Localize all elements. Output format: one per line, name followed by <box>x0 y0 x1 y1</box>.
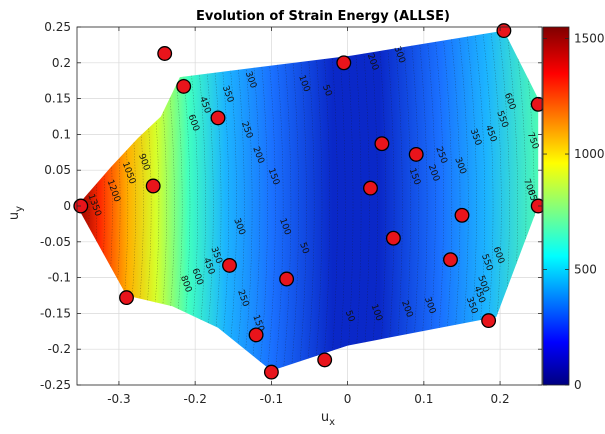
sample-points <box>73 23 546 380</box>
y-tick-label: 0.1 <box>52 127 71 141</box>
y-tick-label: -0.25 <box>40 378 71 392</box>
sample-point <box>210 110 226 126</box>
sample-point <box>145 178 161 194</box>
contour-isoline <box>313 30 323 371</box>
sample-point <box>363 180 378 196</box>
y-axis-label-subscript: y <box>14 206 25 212</box>
contour-isoline <box>345 30 354 371</box>
contour-isoline <box>305 30 315 371</box>
sample-point <box>454 207 470 223</box>
x-tick-label: -0.2 <box>183 392 206 406</box>
y-tick-label: -0.1 <box>48 271 71 285</box>
sample-point <box>157 46 173 61</box>
sample-point <box>443 252 458 268</box>
sample-point <box>408 146 424 162</box>
contour-isoline <box>337 30 346 371</box>
contour-label: 50 <box>320 84 333 98</box>
colorbar-tick-label: 0 <box>574 378 582 392</box>
x-axis-label: ux <box>321 410 335 428</box>
colorbar-tick-label: 500 <box>574 263 597 277</box>
y-tick-label: -0.2 <box>48 342 71 356</box>
colorbar-ticks: 0 500 1000 1500 <box>543 32 605 392</box>
contour-isoline <box>329 30 338 371</box>
sample-point <box>481 313 497 329</box>
y-tick-label: 0 <box>63 199 71 213</box>
x-tick-label: 0 <box>344 392 352 406</box>
sample-point <box>176 78 192 94</box>
y-tick-label: 0.15 <box>44 92 71 106</box>
sample-point <box>496 23 512 39</box>
y-tick-label: 0.05 <box>44 163 71 177</box>
y-axis-label: uy <box>7 206 25 220</box>
x-tick-label: -0.3 <box>107 392 130 406</box>
sample-point <box>374 136 390 152</box>
contour-field <box>77 30 539 371</box>
sample-point <box>119 290 134 306</box>
y-ticks: 0.25 0.2 0.15 0.1 0.05 0 -0.05 -0.1 -0.15 -0.2 -0.… <box>40 20 542 392</box>
contour-isoline <box>321 30 330 371</box>
x-tick-label: -0.1 <box>260 392 283 406</box>
sample-point <box>279 271 295 287</box>
sample-point <box>336 55 352 71</box>
y-tick-label: -0.15 <box>40 306 71 320</box>
contour-isoline <box>289 30 299 371</box>
chart-title: Evolution of Strain Energy (ALLSE) <box>196 9 450 24</box>
y-tick-label: 0.2 <box>52 56 71 70</box>
contour-isoline <box>297 30 307 371</box>
contour-label: 50 <box>343 309 356 323</box>
x-ticks: -0.3 -0.2 -0.1 0 0.1 0.2 <box>107 27 510 406</box>
contour-label: 50 <box>297 241 310 255</box>
colorbar-scale <box>542 26 570 386</box>
x-axis-label-subscript: x <box>329 417 335 428</box>
y-tick-label: -0.05 <box>40 235 71 249</box>
contour-isoline <box>353 30 362 371</box>
sample-point <box>222 257 237 273</box>
sample-point <box>385 230 401 246</box>
sample-point <box>263 364 279 380</box>
x-tick-label: 0.2 <box>491 392 510 406</box>
sample-point <box>317 352 333 368</box>
colorbar-tick-label: 1000 <box>574 147 605 161</box>
x-tick-label: 0.1 <box>414 392 433 406</box>
y-tick-label: 0.25 <box>44 20 71 34</box>
colorbar: 0 500 1000 1500 <box>542 26 605 392</box>
sample-point <box>248 327 264 343</box>
colorbar-tick-label: 1500 <box>574 32 605 46</box>
